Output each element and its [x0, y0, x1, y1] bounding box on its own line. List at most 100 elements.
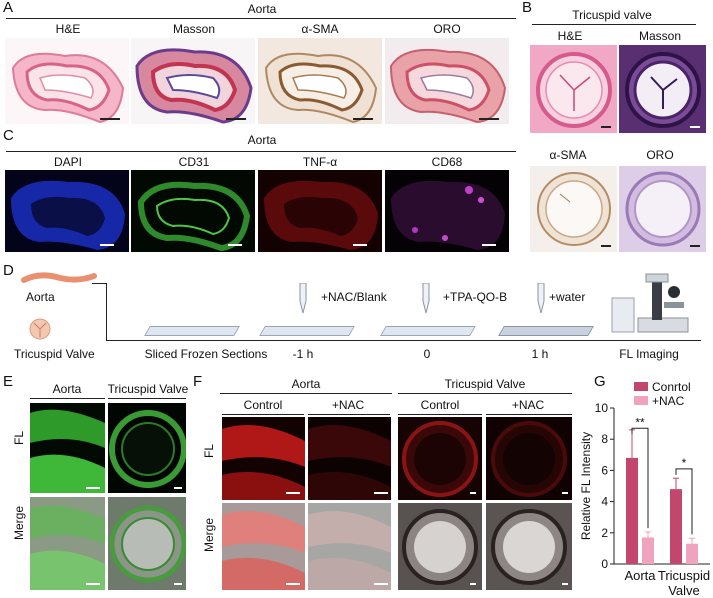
bar — [670, 489, 682, 564]
scale-bar — [86, 583, 100, 585]
x-category-label: Valve — [668, 583, 700, 598]
panel-f-aorta-control-merge-image — [222, 503, 305, 590]
panel-e-col-aorta: Aorta — [52, 382, 82, 396]
panel-e-rule — [108, 398, 186, 399]
y-tick-label: 10 — [595, 401, 609, 415]
panel-b-col-asma: α-SMA — [549, 148, 587, 162]
y-tick-label: 0 — [601, 557, 608, 571]
panel-f-valve-control-merge-image — [398, 503, 482, 590]
panel-a-asma-image — [258, 38, 382, 124]
connector-line — [106, 283, 107, 341]
y-tick-label: 6 — [601, 463, 608, 477]
step-sliced-frozen-sections: Sliced Frozen Sections — [144, 347, 268, 361]
panel-f-row-merge: Merge — [202, 517, 216, 552]
panel-f-letter: F — [193, 373, 203, 390]
panel-f-rule — [398, 393, 572, 394]
panel-c-tnfa-image — [258, 170, 382, 252]
legend-swatch — [634, 382, 648, 391]
step-1h: 1 h — [531, 347, 549, 361]
legend-label: Conrtol — [652, 380, 691, 394]
panel-f-col-control-1: Control — [243, 398, 283, 412]
panel-b-col-he: H&E — [557, 29, 583, 43]
panel-c-dapi-image — [5, 170, 129, 252]
scale-bar — [174, 583, 182, 585]
bar — [642, 537, 654, 564]
reagent-nac-blank: +NAC/Blank — [321, 290, 387, 304]
scale-bar — [690, 126, 700, 128]
panel-a-title: Aorta — [247, 2, 277, 16]
panel-f-row-fl: FL — [202, 443, 216, 458]
slide-icon — [259, 326, 355, 336]
panel-f-subrule — [398, 414, 482, 415]
panel-f-aorta-nac-merge-image — [308, 503, 391, 590]
significance-label: * — [682, 456, 687, 470]
scale-bar — [228, 244, 242, 246]
reagent-tpa-qo-b: +TPA-QO-B — [443, 290, 508, 304]
panel-b-col-masson: Masson — [638, 29, 682, 43]
panel-c-col-cd68: CD68 — [431, 155, 463, 169]
pipette-icon — [422, 283, 430, 314]
panel-a-masson-image — [131, 38, 255, 124]
panel-a-col-he: H&E — [55, 22, 81, 36]
scale-bar — [601, 245, 611, 247]
scale-bar — [374, 583, 388, 585]
y-tick-label: 4 — [601, 495, 608, 509]
panel-b-letter: B — [522, 0, 533, 16]
scale-bar — [286, 492, 300, 494]
scale-bar — [601, 126, 611, 128]
panel-f-col-nac-2: +NAC — [511, 398, 545, 412]
panel-e-valve-merge-image — [108, 497, 186, 590]
aorta-icon — [21, 272, 97, 283]
reagent-water: +water — [549, 290, 586, 304]
legend-label: +NAC — [652, 394, 685, 408]
panel-b-asma-image — [530, 166, 617, 252]
panel-d-sample-valve: Tricuspid Valve — [14, 347, 95, 361]
panel-g-letter: G — [594, 373, 606, 390]
panel-a-col-oro: ORO — [433, 22, 461, 36]
panel-a-rule — [6, 18, 516, 19]
scale-bar — [353, 118, 373, 120]
timeline-axis — [106, 340, 701, 341]
panel-a-letter: A — [3, 0, 14, 16]
step-0: 0 — [423, 347, 431, 361]
slide-icon — [144, 326, 240, 336]
panel-c-letter: C — [3, 127, 14, 144]
panel-f-valve-control-fl-image — [398, 417, 482, 500]
panel-f-aorta-control-fl-image — [222, 417, 305, 500]
x-category-label: Aorta — [624, 568, 656, 583]
valve-icon — [29, 318, 51, 340]
panel-f-subrule — [308, 414, 390, 415]
legend-swatch — [634, 396, 648, 405]
panel-f-valve-nac-fl-image — [486, 417, 572, 500]
panel-e-aorta-fl-image — [30, 403, 105, 493]
panel-a-col-masson: Masson — [172, 22, 216, 36]
connector-line — [92, 283, 107, 284]
pipette-icon — [299, 283, 307, 314]
scale-bar — [226, 118, 246, 120]
panel-e-valve-fl-image — [108, 403, 186, 493]
panel-c-title: Aorta — [247, 133, 277, 147]
scale-bar — [174, 487, 182, 489]
significance-bracket — [631, 427, 649, 529]
panel-b-masson-image — [619, 45, 706, 133]
step-minus-1h: -1 h — [292, 347, 314, 361]
microscope-icon — [611, 273, 689, 333]
panel-c-col-tnfa: TNF-α — [302, 155, 338, 169]
panel-f-rule — [220, 393, 392, 394]
bar — [626, 457, 638, 564]
scale-bar — [479, 118, 499, 120]
scale-bar — [562, 583, 568, 585]
panel-f-subrule — [486, 414, 572, 415]
scale-bar — [100, 118, 120, 120]
y-axis-label: Relative FL Intensity — [579, 432, 593, 540]
panel-e-row-fl: FL — [12, 430, 26, 445]
panel-b-title: Tricuspid valve — [572, 8, 652, 22]
panel-b-rule — [532, 24, 696, 25]
panel-f-group-aorta: Aorta — [291, 377, 321, 391]
scale-bar — [100, 244, 114, 246]
panel-e-row-merge: Merge — [12, 505, 26, 540]
panel-c-col-cd31: CD31 — [178, 155, 210, 169]
panel-e-aorta-merge-image — [30, 497, 105, 590]
panel-a-he-image — [5, 38, 129, 124]
